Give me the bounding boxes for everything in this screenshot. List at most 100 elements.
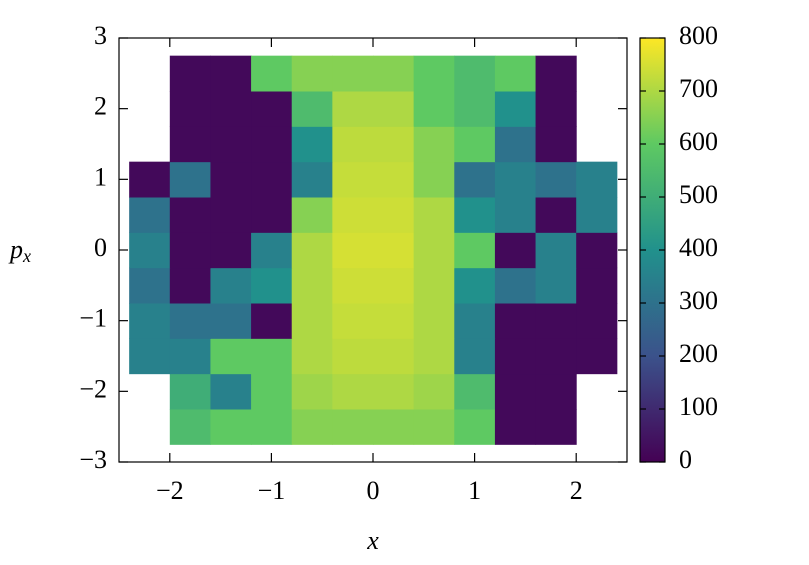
heatmap-cell <box>535 161 577 198</box>
heatmap-cell <box>169 409 211 445</box>
heatmap-cell <box>332 55 374 92</box>
colorbar-tick-label: 800 <box>679 21 718 50</box>
heatmap-cell <box>210 161 252 198</box>
heatmap-cell <box>576 232 618 269</box>
heatmap-cell <box>332 409 374 445</box>
heatmap-cell <box>169 338 211 375</box>
heatmap-cell <box>494 55 537 92</box>
heatmap-cell <box>413 232 455 269</box>
heatmap-cell <box>251 91 293 127</box>
heatmap-cell <box>494 161 537 198</box>
heatmap-cell <box>535 267 577 304</box>
heatmap-cell <box>169 126 211 163</box>
heatmap-cell <box>535 409 577 445</box>
y-tick-label: 2 <box>94 92 107 121</box>
heatmap-cell <box>291 373 333 410</box>
heatmap-cell <box>535 373 577 410</box>
y-label-sub: x <box>22 246 31 266</box>
heatmap-cell <box>332 197 374 233</box>
colorbar-tick-label: 100 <box>679 392 718 421</box>
heatmap-cell <box>169 197 211 233</box>
heatmap-cell <box>535 126 577 163</box>
heatmap-cell <box>291 232 333 269</box>
heatmap-cell <box>535 91 577 127</box>
heatmap-cell <box>494 267 537 304</box>
heatmap-cell <box>291 338 333 375</box>
colorbar-tick-label: 200 <box>679 339 718 368</box>
heatmap-cell <box>169 91 211 127</box>
heatmap-cell <box>169 161 211 198</box>
heatmap-cell <box>210 232 252 269</box>
heatmap-cell <box>373 91 415 127</box>
y-label-base: p <box>8 235 23 264</box>
heatmap-cell <box>576 338 618 375</box>
heatmap-cell <box>535 232 577 269</box>
heatmap-cell <box>373 303 415 339</box>
y-tick-label: −3 <box>79 445 107 474</box>
heatmap-cell <box>291 91 333 127</box>
heatmap-cell <box>413 373 455 410</box>
heatmap-cell <box>251 126 293 163</box>
heatmap-cell <box>494 303 537 339</box>
heatmap-cell <box>210 303 252 339</box>
heatmap-cell <box>454 232 496 269</box>
colorbar-tick-label: 300 <box>679 286 718 315</box>
x-tick-label: −1 <box>258 476 286 505</box>
heatmap-cell <box>576 267 618 304</box>
y-tick-label: −1 <box>79 304 107 333</box>
heatmap-cell <box>413 55 455 92</box>
x-tick-label: 1 <box>468 476 481 505</box>
heatmap-cell <box>454 267 496 304</box>
x-tick-label: 2 <box>570 476 583 505</box>
heatmap-cell <box>169 267 211 304</box>
heatmap-cell <box>494 126 537 163</box>
heatmap-cell <box>129 197 171 233</box>
heatmap-cell <box>210 338 252 375</box>
heatmap-cell <box>454 373 496 410</box>
heatmap-cell <box>454 197 496 233</box>
y-tick-label: −2 <box>79 374 107 403</box>
heatmap-cell <box>454 161 496 198</box>
heatmap-cell <box>291 197 333 233</box>
heatmap-cell <box>413 91 455 127</box>
y-tick-label: 3 <box>94 21 107 50</box>
heatmap-cell <box>332 126 374 163</box>
heatmap-cell <box>373 161 415 198</box>
heatmap-cell <box>129 267 171 304</box>
heatmap-cell <box>291 267 333 304</box>
heatmap-cell <box>373 373 415 410</box>
heatmap-cell <box>413 303 455 339</box>
heatmap-cell <box>413 409 455 445</box>
heatmap-cell <box>332 267 374 304</box>
heatmap-cell <box>494 232 537 269</box>
heatmap-cell <box>535 55 577 92</box>
heatmap-cell <box>291 55 333 92</box>
heatmap-cell <box>576 303 618 339</box>
heatmap-cell <box>332 91 374 127</box>
colorbar-tick-label: 400 <box>679 233 718 262</box>
heatmap-cell <box>494 91 537 127</box>
heatmap-cell <box>332 232 374 269</box>
heatmap-cell <box>291 303 333 339</box>
heatmap-cell <box>210 267 252 304</box>
heatmap-cell <box>210 55 252 92</box>
heatmap-cell <box>291 161 333 198</box>
x-tick-label: −2 <box>156 476 184 505</box>
heatmap-cell <box>373 126 415 163</box>
heatmap-cell <box>413 126 455 163</box>
heatmap-cell <box>454 91 496 127</box>
heatmap-cell <box>373 55 415 92</box>
heatmap-cell <box>210 126 252 163</box>
colorbar-tick-label: 500 <box>679 180 718 209</box>
heatmap-cells <box>129 55 618 445</box>
heatmap-cell <box>373 409 415 445</box>
colorbar-tick-label: 0 <box>679 445 692 474</box>
colorbar-tick-label: 600 <box>679 127 718 156</box>
heatmap-cell <box>494 197 537 233</box>
heatmap-cell <box>413 161 455 198</box>
heatmap-cell <box>494 373 537 410</box>
heatmap-cell <box>251 338 293 375</box>
heatmap-cell <box>169 373 211 410</box>
heatmap-cell <box>373 267 415 304</box>
